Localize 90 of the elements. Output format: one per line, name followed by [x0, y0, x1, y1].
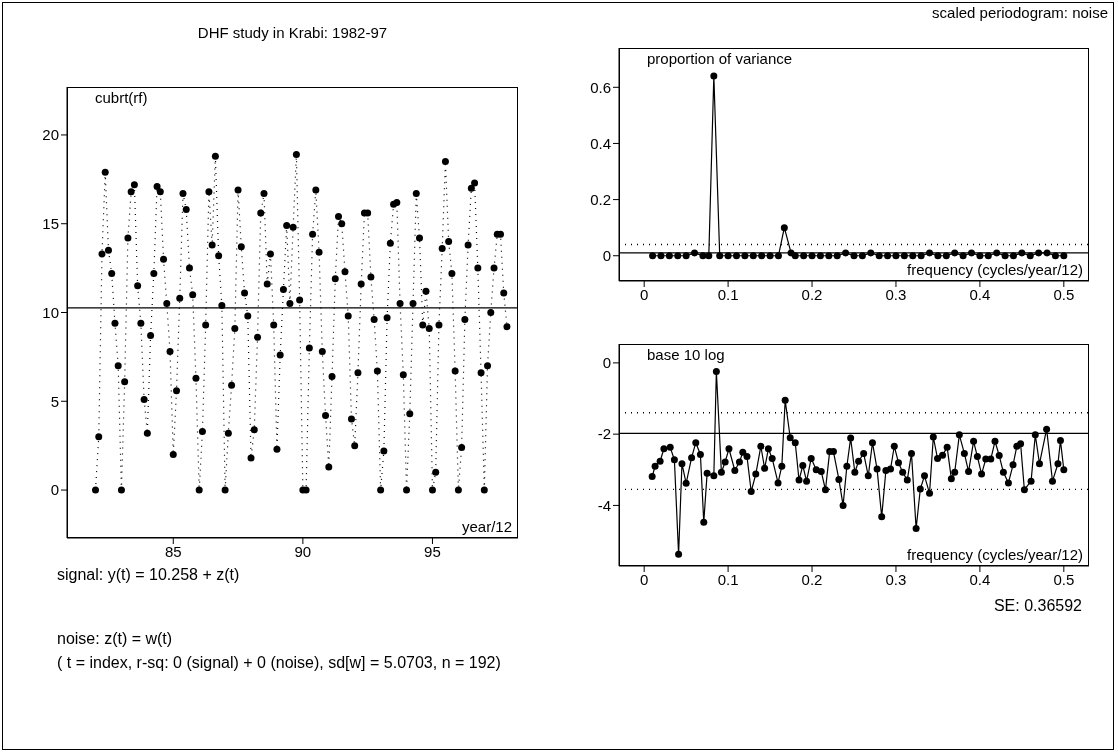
point	[934, 252, 942, 260]
point	[942, 252, 950, 260]
point	[984, 252, 992, 260]
point	[733, 252, 740, 260]
point	[705, 252, 713, 260]
x-tick-label: 0.1	[717, 570, 739, 588]
annotation: base 10 log	[647, 346, 725, 363]
point	[951, 249, 959, 257]
text: noise: z(t) = w(t)	[57, 630, 173, 648]
point	[968, 249, 975, 257]
chart-title: scaled periodogram: noise	[932, 4, 1108, 21]
point	[1001, 252, 1009, 260]
point	[716, 252, 724, 260]
point	[909, 252, 917, 260]
point	[842, 249, 850, 257]
point	[1043, 249, 1051, 257]
x-tick-label: 0.3	[885, 285, 907, 303]
point	[780, 224, 788, 232]
x-tick-label: 0.4	[969, 285, 991, 303]
point	[674, 252, 682, 260]
x-tick-label: 95	[424, 542, 441, 560]
annotation: frequency (cycles/year/12)	[907, 261, 1083, 278]
x-tick-label: 0.1	[717, 285, 739, 303]
point	[917, 252, 925, 260]
point	[1018, 249, 1026, 257]
point	[741, 252, 749, 260]
y-tick-label: 20	[42, 126, 59, 144]
annotation: proportion of variance	[647, 50, 793, 67]
text: SE: 0.36592	[993, 597, 1082, 615]
y-tick-label: 0	[602, 247, 611, 265]
x-tick-label: 0.4	[969, 570, 991, 588]
x-tick-label: 0.2	[801, 570, 823, 588]
x-tick-label: 0.3	[885, 570, 907, 588]
point	[867, 249, 875, 257]
y-tick-label: 0.6	[590, 78, 611, 96]
x-tick-label: 0	[640, 570, 649, 588]
x-tick-label: 85	[164, 542, 182, 560]
point	[749, 252, 757, 260]
point	[858, 252, 866, 260]
y-tick-label: 0	[50, 481, 59, 499]
point	[1009, 252, 1017, 260]
point	[959, 252, 967, 260]
point	[1060, 252, 1068, 260]
text: ( t = index, r-sq: 0 (signal) + 0 (noise), sd[w] = 5.0703, n = 192)	[57, 654, 501, 672]
point	[892, 252, 900, 260]
point	[766, 252, 774, 260]
x-tick-label: 0.5	[1053, 285, 1075, 303]
point	[816, 252, 824, 260]
point	[875, 252, 883, 260]
chart-title: DHF study in Krabi: 1982-97	[196, 24, 389, 41]
point	[800, 252, 808, 260]
point	[884, 252, 892, 260]
point	[758, 252, 766, 260]
point	[699, 252, 707, 260]
y-tick-label: 0	[602, 354, 611, 372]
y-tick-label: -2	[597, 425, 611, 443]
x-tick-label: 0	[640, 285, 649, 303]
point	[993, 249, 1001, 257]
point	[976, 252, 984, 260]
x-tick-label: 90	[294, 542, 312, 560]
y-tick-label: 15	[42, 215, 59, 233]
x-tick-label: 0.2	[801, 285, 823, 303]
point	[825, 252, 833, 260]
point	[710, 72, 718, 80]
annotation: frequency (cycles/year/12)	[907, 546, 1083, 563]
y-tick-label: -4	[597, 496, 611, 514]
point	[791, 252, 799, 260]
point	[691, 249, 699, 257]
point	[1051, 252, 1059, 260]
annotation: cubrt(rf)	[95, 89, 148, 106]
point	[774, 252, 782, 260]
point	[657, 252, 665, 260]
point	[665, 252, 673, 260]
y-tick-label: 0.4	[590, 134, 611, 152]
point	[1026, 252, 1034, 260]
x-tick-label: 0.5	[1053, 570, 1075, 588]
y-tick-label: 5	[50, 392, 59, 410]
point	[926, 249, 934, 257]
point	[682, 252, 690, 260]
point	[808, 252, 816, 260]
point	[1035, 249, 1043, 257]
point	[833, 252, 841, 260]
point	[900, 252, 908, 260]
y-tick-label: 10	[42, 303, 59, 321]
point	[649, 252, 657, 260]
y-tick-label: 0.2	[590, 190, 611, 208]
point	[850, 252, 858, 260]
annotation: year/12	[461, 518, 512, 535]
point	[724, 252, 732, 260]
text: signal: y(t) = 10.258 + z(t)	[57, 566, 240, 584]
